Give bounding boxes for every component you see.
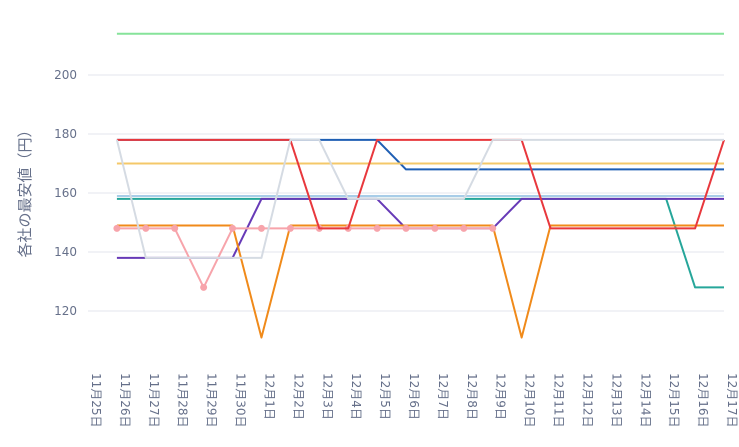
data-point: [142, 224, 150, 232]
series-line: [116, 224, 724, 339]
y-tick-label: 120: [54, 304, 77, 318]
series-5: [116, 197, 724, 289]
y-axis-title: 各社の最安値（円）: [16, 122, 34, 257]
data-point: [229, 224, 237, 232]
x-tick-label: 12月5日: [378, 373, 392, 420]
series-line: [116, 197, 724, 289]
x-tick-label: 12月17日: [725, 373, 739, 428]
y-tick-label: 200: [54, 68, 77, 82]
series-9: [116, 138, 725, 230]
x-tick-label: 11月27日: [147, 373, 161, 428]
x-tick-label: 11月28日: [176, 373, 190, 428]
series-line: [116, 227, 493, 289]
grid-lines: [88, 74, 724, 312]
x-tick-label: 12月15日: [667, 373, 681, 428]
x-tick-label: 11月25日: [89, 373, 103, 428]
x-tick-label: 12月3日: [320, 373, 334, 420]
x-axis-ticks: 11月25日 11月26日 11月27日 11月28日 11月29日 11月30日 12月1…: [89, 373, 739, 428]
x-tick-label: 12月8日: [465, 373, 479, 420]
x-tick-label: 12月16日: [696, 373, 710, 428]
x-tick-label: 12月13日: [609, 373, 623, 428]
x-tick-label: 12月14日: [638, 373, 652, 428]
series-10: [115, 138, 724, 259]
data-point: [431, 224, 439, 232]
data-point: [113, 224, 121, 232]
data-point: [460, 224, 468, 232]
data-point: [286, 224, 294, 232]
x-tick-label: 11月30日: [234, 373, 248, 428]
data-point: [402, 224, 410, 232]
series-2: [116, 138, 724, 171]
x-tick-label: 12月6日: [407, 373, 421, 420]
data-point: [373, 224, 381, 232]
x-tick-label: 12月7日: [436, 373, 450, 420]
x-tick-label: 12月12日: [580, 373, 594, 428]
x-tick-label: 12月9日: [494, 373, 508, 420]
y-tick-label: 140: [54, 245, 77, 259]
series-line: [116, 138, 724, 171]
data-point: [489, 224, 497, 232]
series-8: [113, 224, 497, 291]
x-tick-label: 12月1日: [262, 373, 276, 420]
x-tick-label: 12月4日: [349, 373, 363, 420]
y-tick-label: 180: [54, 127, 77, 141]
series-line: [116, 138, 725, 230]
x-tick-label: 12月11日: [552, 373, 566, 428]
data-point: [257, 224, 265, 232]
data-point: [171, 224, 179, 232]
x-tick-label: 11月29日: [205, 373, 219, 428]
y-axis-ticks: 120 140 160 180 200: [54, 68, 77, 318]
series-7: [116, 224, 724, 339]
x-tick-label: 11月26日: [118, 373, 132, 428]
data-point: [200, 283, 208, 291]
y-tick-label: 160: [54, 186, 77, 200]
series-group: [113, 32, 725, 339]
x-tick-label: 12月10日: [523, 373, 537, 428]
x-tick-label: 12月2日: [291, 373, 305, 420]
series-line: [115, 138, 724, 259]
